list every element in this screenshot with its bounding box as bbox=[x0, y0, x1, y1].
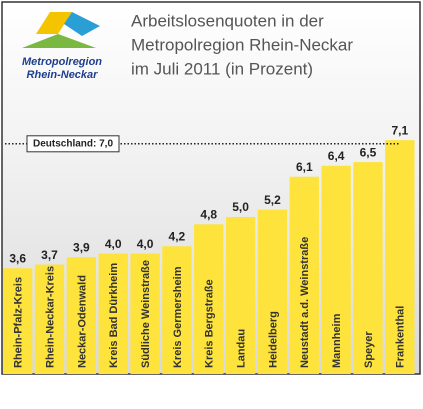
x-tick-label: Rhein-Pfalz-Kreis bbox=[13, 277, 25, 368]
x-tick-label: Neustadt a.d. Weinstraße bbox=[299, 237, 311, 368]
value-label: 6,4 bbox=[328, 149, 345, 163]
value-label: 6,5 bbox=[360, 145, 377, 159]
value-label: 4,0 bbox=[105, 237, 122, 251]
x-tick-label: Frankenthal bbox=[395, 306, 407, 368]
x-tick-label: Speyer bbox=[363, 331, 375, 368]
x-tick-label: Heidelberg bbox=[267, 311, 279, 368]
value-label: 3,6 bbox=[9, 251, 26, 265]
value-label: 4,8 bbox=[200, 207, 217, 221]
value-label: 4,2 bbox=[169, 229, 186, 243]
x-tick-label: Mannheim bbox=[331, 313, 343, 368]
value-label: 5,0 bbox=[232, 200, 249, 214]
x-tick-label: Kreis Bad Dürkheim bbox=[108, 263, 120, 368]
x-tick-label: Kreis Germersheim bbox=[172, 266, 184, 368]
chart: Metropolregion Rhein-Neckar Arbeitslosen… bbox=[0, 0, 423, 404]
value-label: 4,0 bbox=[137, 237, 154, 251]
x-tick-label: Rhein-Neckar-Kreis bbox=[44, 266, 56, 368]
logo-text: Rhein-Neckar bbox=[27, 69, 99, 81]
value-label: 3,9 bbox=[73, 240, 90, 254]
logo-text: Metropolregion bbox=[22, 56, 102, 68]
x-tick-label: Kreis Bergstraße bbox=[204, 279, 216, 368]
x-tick-label: Landau bbox=[236, 329, 248, 368]
bar bbox=[226, 217, 255, 400]
value-label: 3,7 bbox=[41, 248, 58, 262]
chart-title: Metropolregion Rhein-Neckar bbox=[131, 35, 353, 54]
chart-title: Arbeitslosenquoten in der bbox=[131, 11, 324, 30]
value-label: 7,1 bbox=[391, 123, 408, 137]
reference-label: Deutschland: 7,0 bbox=[33, 138, 113, 149]
x-tick-label: Südliche Weinstraße bbox=[140, 260, 152, 368]
value-label: 5,2 bbox=[264, 193, 281, 207]
value-label: 6,1 bbox=[296, 160, 313, 174]
x-tick-label: Neckar-Odenwald bbox=[76, 275, 88, 368]
bar bbox=[258, 210, 287, 400]
chart-title: im Juli 2011 (in Prozent) bbox=[131, 59, 313, 78]
